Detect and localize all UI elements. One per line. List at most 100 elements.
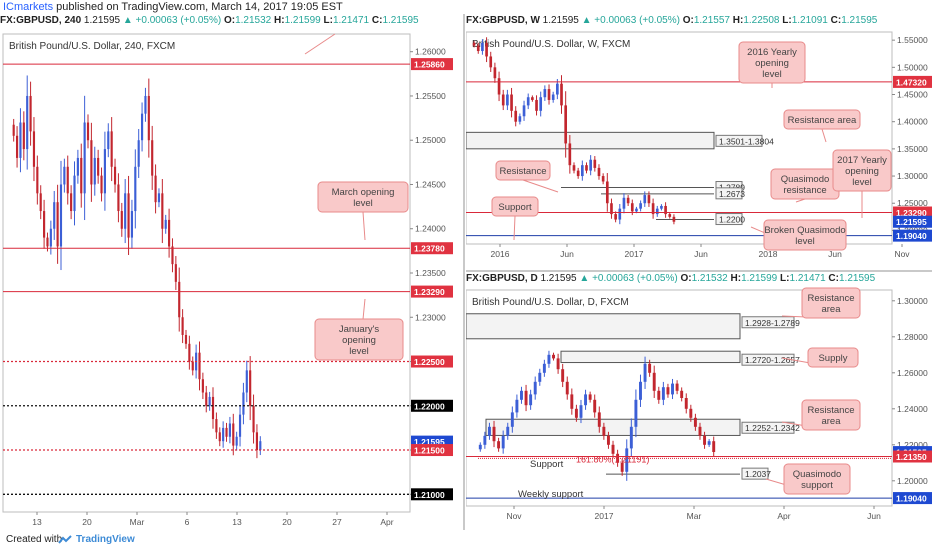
candle-body bbox=[666, 387, 670, 395]
annotation-2016-yearly-text: level bbox=[762, 69, 782, 80]
candle-body bbox=[648, 363, 652, 373]
annotation-quasimodo-support bbox=[783, 463, 851, 495]
candle-body bbox=[43, 211, 46, 238]
annotation-january-opening-text: opening bbox=[342, 335, 376, 346]
change-up-icon: ▲ bbox=[579, 273, 590, 284]
candle-body bbox=[626, 197, 630, 204]
candle-body bbox=[39, 193, 42, 212]
chart-panel-h4[interactable]: FX:GBPUSD, 240 1.21595 ▲ +0.00063 (+0.05… bbox=[0, 14, 462, 530]
x-tick-label: Apr bbox=[777, 511, 790, 521]
candle-body bbox=[564, 105, 568, 144]
zone-label-box bbox=[715, 134, 763, 147]
y-tick-label: 1.50000 bbox=[897, 62, 928, 72]
tradingview-link[interactable]: TradingView bbox=[76, 534, 135, 545]
zone-label-box bbox=[741, 421, 795, 434]
annotation-broken-quasimodo-text: Broken Quasimodo bbox=[764, 225, 845, 236]
x-tick-label: 2017 bbox=[625, 249, 644, 259]
candle-body bbox=[601, 176, 605, 182]
candle-body bbox=[492, 426, 496, 442]
price-label: 1.47320 bbox=[896, 77, 927, 87]
candle-body bbox=[522, 105, 526, 117]
zone-box bbox=[466, 313, 741, 340]
candle-body bbox=[168, 219, 171, 247]
publisher-link[interactable]: ICmarkets bbox=[3, 1, 54, 13]
annotation-resistance-area-d-text: Resistance bbox=[808, 293, 855, 304]
annotation-resistance-area-text: Resistance area bbox=[788, 115, 857, 126]
chart-panel-w[interactable]: FX:GBPUSD, W 1.21595 ▲ +0.00063 (+0.05%)… bbox=[466, 14, 932, 270]
candle-body bbox=[675, 383, 679, 391]
candle-body bbox=[56, 202, 59, 247]
price-label: 1.21350 bbox=[896, 452, 927, 462]
annotation-support bbox=[491, 196, 539, 217]
candle-body bbox=[664, 205, 667, 215]
price-label-box bbox=[411, 399, 453, 412]
candle-body bbox=[580, 165, 584, 177]
candle-body bbox=[634, 399, 638, 427]
price-label: 1.23780 bbox=[414, 244, 445, 254]
y-tick-label: 1.40000 bbox=[897, 117, 928, 127]
candle-body bbox=[259, 441, 262, 451]
candle-body bbox=[625, 448, 629, 472]
panel-divider-horizontal bbox=[466, 270, 932, 272]
candle-body bbox=[657, 390, 661, 400]
annotation-january-opening-text: level bbox=[349, 346, 369, 357]
price-label: 1.19040 bbox=[896, 494, 927, 504]
candle-body bbox=[228, 423, 231, 437]
chart-panel-d[interactable]: FX:GBPUSD, D 1.21595 ▲ +0.00063 (+0.05%)… bbox=[466, 272, 932, 530]
annotation-january-opening bbox=[314, 318, 404, 361]
chart-svg-d[interactable]: British Pound/U.S. Dollar, D, FXCM 1.3000… bbox=[466, 272, 932, 530]
candle-body bbox=[560, 83, 563, 106]
x-tick-label: 20 bbox=[82, 517, 92, 527]
candle-body bbox=[205, 392, 208, 406]
candle-body bbox=[49, 228, 52, 247]
price-label-box bbox=[411, 285, 453, 298]
chart-svg-w[interactable]: British Pound/U.S. Dollar, W, FXCM 1.5500… bbox=[466, 14, 932, 270]
candle-body bbox=[252, 405, 255, 433]
y-tick-label: 1.25500 bbox=[415, 91, 446, 101]
candle-body bbox=[660, 205, 663, 209]
price-label-box bbox=[893, 229, 932, 242]
candle-body bbox=[703, 435, 707, 445]
candle-body bbox=[137, 140, 140, 167]
close-value: 1.21595 bbox=[838, 273, 876, 284]
candle-body bbox=[26, 95, 29, 150]
candle-body bbox=[76, 157, 79, 176]
candle-body bbox=[585, 165, 588, 171]
price-label: 1.22500 bbox=[414, 357, 445, 367]
x-tick-label: 20 bbox=[282, 517, 292, 527]
annotation-broken-quasimodo-text: level bbox=[795, 236, 815, 247]
change-value: +0.00063 (+0.05%) bbox=[592, 273, 678, 284]
annotation-resistance-area-d2 bbox=[801, 399, 861, 431]
chart-title: British Pound/U.S. Dollar, 240, FXCM bbox=[9, 41, 175, 52]
candle-body bbox=[647, 195, 651, 204]
annotation-quasimodo-resistance-text: Quasimodo bbox=[781, 174, 830, 185]
x-tick-label: 13 bbox=[232, 517, 242, 527]
x-tick-label: Jun bbox=[828, 249, 842, 259]
candle-body bbox=[639, 381, 642, 400]
close-value: 1.21595 bbox=[841, 15, 878, 26]
candle-body bbox=[32, 131, 36, 167]
candle-body bbox=[616, 453, 620, 463]
annotation-support-pointer bbox=[513, 215, 516, 241]
zone-label: 1.2200 bbox=[719, 215, 745, 225]
candle-body bbox=[97, 157, 100, 176]
symbol-label: FX:GBPUSD, D bbox=[466, 273, 538, 284]
chart-svg-h4[interactable]: British Pound/U.S. Dollar, 240, FXCM 1.26… bbox=[0, 14, 462, 530]
candle-body bbox=[570, 394, 574, 409]
candle-body bbox=[610, 203, 613, 215]
candle-body bbox=[630, 203, 634, 212]
candle-body bbox=[618, 208, 622, 220]
candle-body bbox=[12, 124, 15, 136]
candle-body bbox=[643, 195, 647, 204]
candle-body bbox=[556, 358, 560, 370]
candle-body bbox=[520, 390, 523, 400]
y-tick-label: 1.45000 bbox=[897, 90, 928, 100]
open-value: 1.21557 bbox=[693, 15, 730, 26]
symbol-label: FX:GBPUSD, 240 bbox=[0, 15, 82, 26]
high-value: 1.22508 bbox=[743, 15, 780, 26]
candle-body bbox=[551, 94, 555, 100]
candle-body bbox=[178, 281, 181, 318]
price-label-box bbox=[411, 488, 453, 501]
candle-body bbox=[147, 95, 150, 141]
zone-label: 1.2252-1.2342 bbox=[745, 423, 800, 433]
